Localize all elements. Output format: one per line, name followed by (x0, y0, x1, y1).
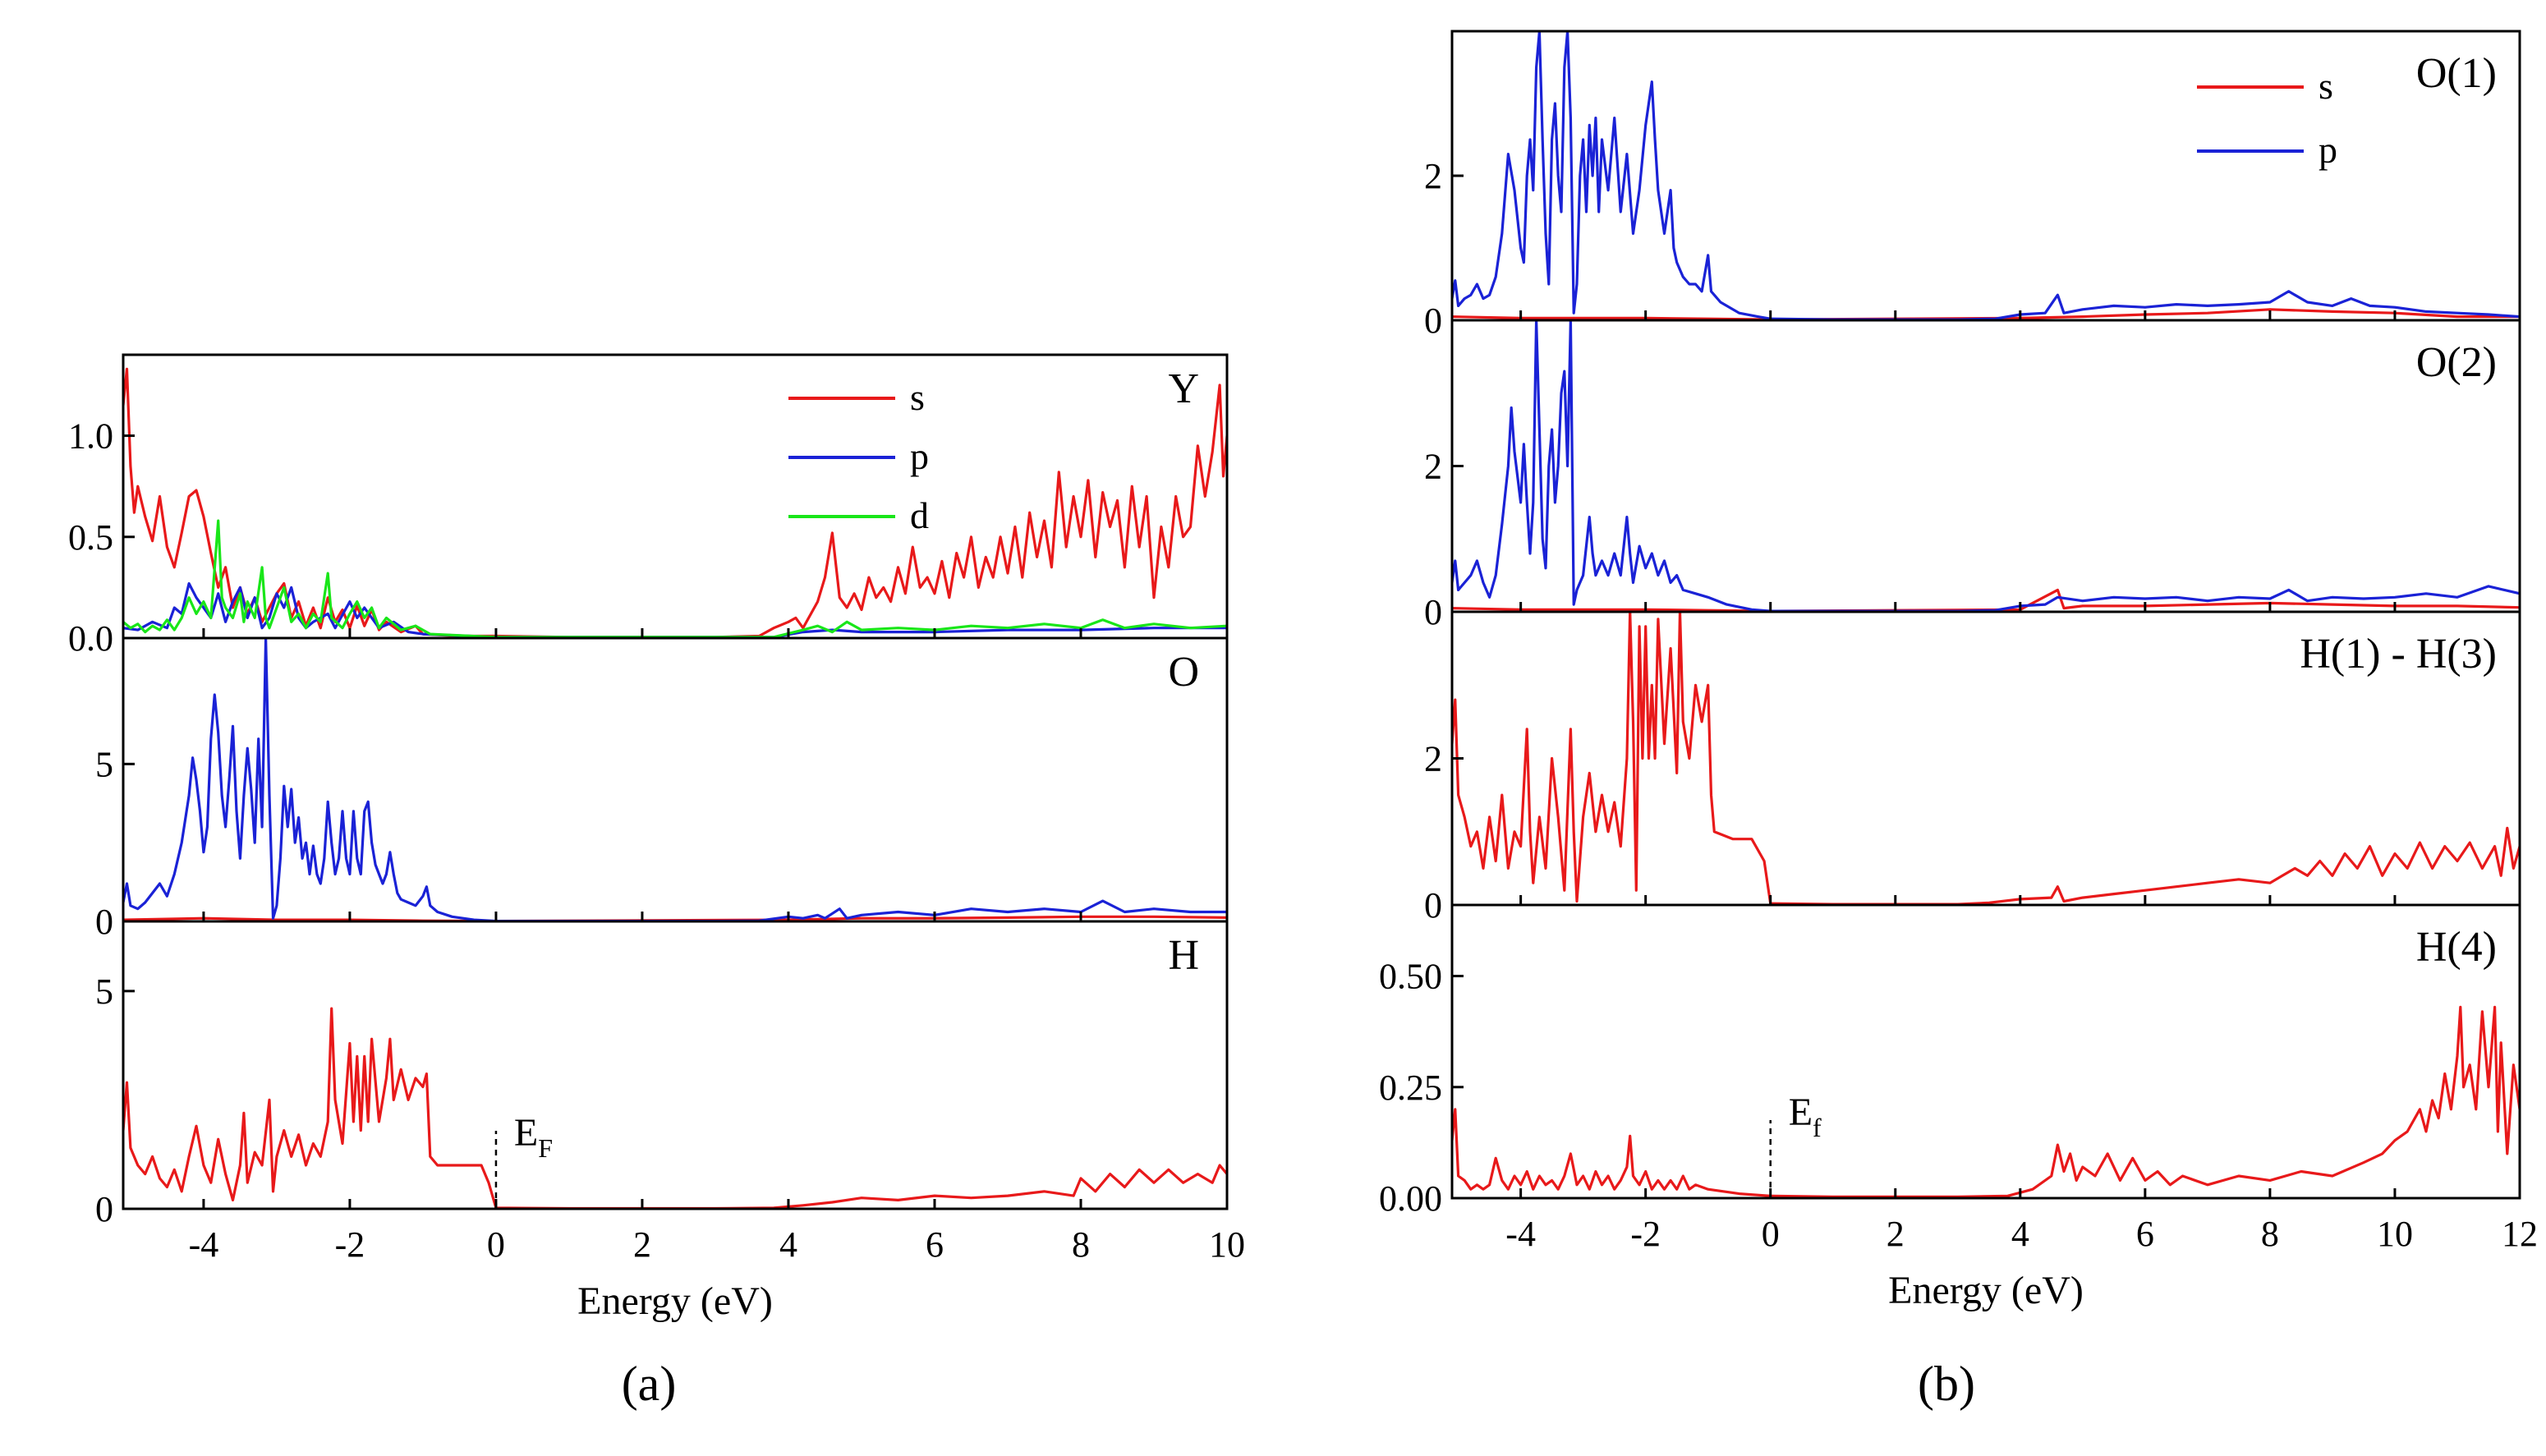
legend-label-d: d (910, 494, 929, 536)
panel-a-2: 0 5 O (95, 636, 1229, 942)
fermi-level-label: EF (514, 1111, 553, 1163)
series-s-line (1452, 588, 2520, 612)
panel-label: H(1) - H(3) (2300, 631, 2497, 677)
series-p-line (123, 638, 1227, 921)
panel-label: Y (1168, 365, 1199, 412)
x-tick-label: 4 (779, 1224, 797, 1265)
panel-frame (1450, 30, 2521, 322)
x-tick-label: 6 (926, 1224, 944, 1265)
x-tick-label: 10 (1209, 1224, 1245, 1265)
x-tick-label: -2 (1630, 1214, 1661, 1254)
y-tick-label: 5 (95, 971, 113, 1012)
caption-b: (b) (1918, 1357, 1975, 1411)
y-tick-label: 0 (95, 1189, 113, 1229)
panel-a-3: 0 5 H (95, 920, 1229, 1229)
y-tick-label: 0 (1424, 592, 1442, 632)
y-tick-label: 0 (95, 902, 113, 942)
x-tick-label: 12 (2502, 1214, 2538, 1254)
chart-a: 0.0 0.5 1.0 Y 0 5 O 0 5 H -4 -2 0 2 4 6 8 10 Energy (eV) sp… (68, 353, 1245, 1323)
y-tick-label: 1.0 (68, 416, 113, 457)
panel-label: H(4) (2416, 924, 2497, 971)
fermi-sub: F (538, 1133, 553, 1163)
x-tick-label: 2 (1887, 1214, 1905, 1254)
panel-label: O(2) (2416, 339, 2497, 386)
x-tick-label: 0 (487, 1224, 505, 1265)
y-tick-label: 0 (1424, 885, 1442, 926)
legend-label-p: p (2319, 129, 2337, 171)
legend-label-s: s (910, 376, 925, 418)
fermi-main: E (1789, 1091, 1813, 1134)
y-tick-label: 0.50 (1379, 957, 1442, 997)
panel-label: H (1168, 932, 1199, 979)
x-axis-title: Energy (eV) (1888, 1269, 2084, 1312)
x-tick-label: 2 (633, 1224, 651, 1265)
fermi-sub: f (1813, 1113, 1822, 1142)
panel-a-1: 0.0 0.5 1.0 Y (68, 353, 1229, 659)
x-tick-label: 10 (2377, 1214, 2413, 1254)
x-tick-label: 8 (1072, 1224, 1090, 1265)
x-tick-label: -4 (189, 1224, 219, 1265)
series-s-line (123, 1007, 1227, 1209)
panel-b-4: 0.00 0.25 0.50 H(4) (1379, 903, 2521, 1219)
panel-label: O(1) (2416, 50, 2497, 97)
y-tick-label: 5 (95, 744, 113, 784)
panel-b-2: 0 2 O(2) (1424, 319, 2521, 632)
fermi-level-label: Ef (1789, 1091, 1822, 1142)
series-p-line (1452, 320, 2520, 612)
x-tick-label: 8 (2261, 1214, 2279, 1254)
caption-a: (a) (622, 1357, 677, 1411)
series-s-line (1452, 612, 2520, 905)
series-d-line (123, 519, 1227, 638)
panel-frame (1450, 319, 2521, 613)
y-tick-label: 0.5 (68, 517, 113, 558)
panel-frame (1450, 903, 2521, 1200)
x-tick-label: -2 (335, 1224, 365, 1265)
y-tick-label: 2 (1424, 156, 1442, 196)
fermi-main: E (514, 1111, 538, 1155)
legend-label-s: s (2319, 65, 2333, 107)
chart-b: 0 2 O(1) 0 2 O(2) 0 2 H(1) - H(3) 0.00 0.25 0.50 H(4… (1379, 30, 2538, 1312)
panel-label: O (1168, 649, 1199, 696)
x-axis-title: Energy (eV) (577, 1279, 773, 1323)
x-tick-label: -4 (1505, 1214, 1536, 1254)
y-tick-label: 0.25 (1379, 1068, 1442, 1108)
y-tick-label: 0 (1424, 301, 1442, 341)
series-p-line (1452, 31, 2520, 320)
x-tick-label: 4 (2011, 1214, 2029, 1254)
panel-frame (122, 920, 1229, 1210)
x-tick-label: 6 (2136, 1214, 2154, 1254)
y-tick-label: 0.00 (1379, 1178, 1442, 1219)
panel-b-3: 0 2 H(1) - H(3) (1424, 610, 2521, 926)
series-s-line (1452, 1005, 2520, 1198)
legend-label-p: p (910, 435, 929, 477)
panel-frame (122, 636, 1229, 923)
x-tick-label: 0 (1762, 1214, 1780, 1254)
panel-b-1: 0 2 O(1) (1424, 30, 2521, 341)
y-tick-label: 2 (1424, 739, 1442, 779)
y-tick-label: 0.0 (68, 618, 113, 659)
series-s-line (1452, 308, 2520, 320)
y-tick-label: 2 (1424, 447, 1442, 487)
